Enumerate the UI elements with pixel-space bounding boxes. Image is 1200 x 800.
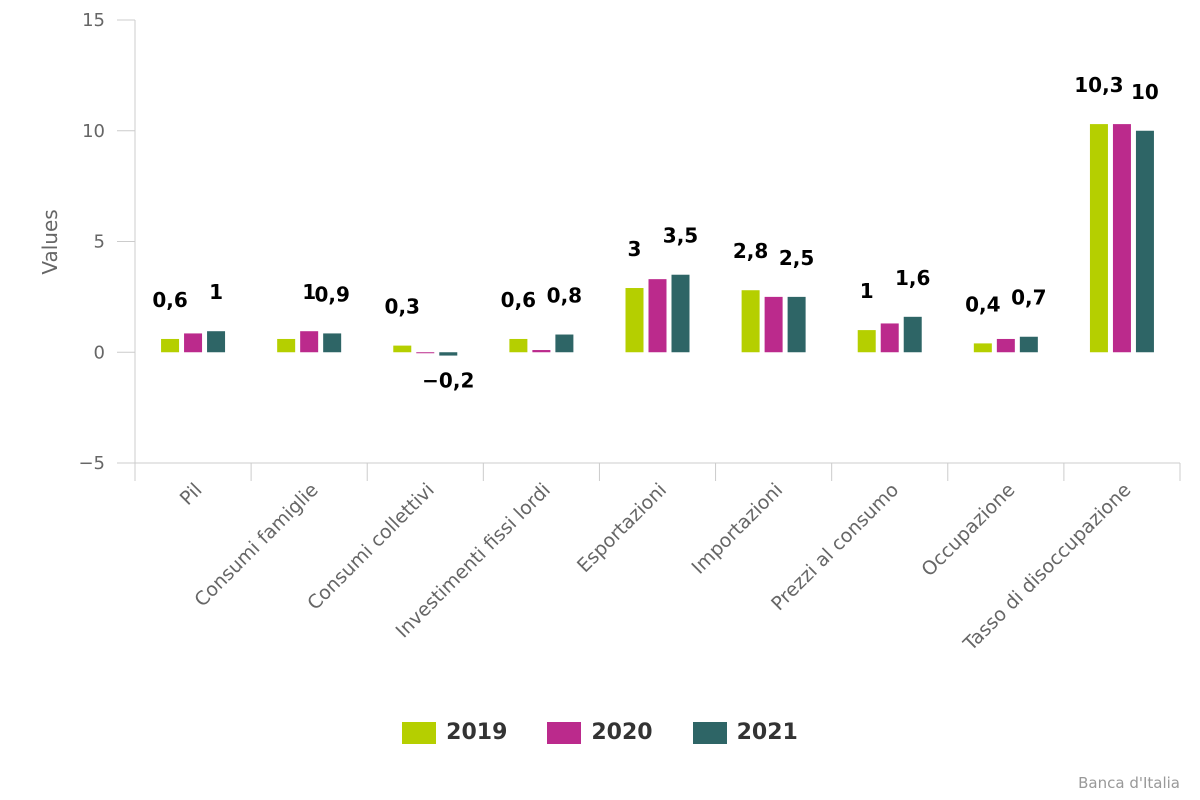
data-label: 0,4 (965, 292, 1000, 316)
bar-2020 (184, 333, 203, 353)
bar-2021 (555, 334, 574, 353)
y-axis-title: Values (38, 209, 62, 274)
x-category-label: Consumi collettivi (303, 479, 439, 615)
bar-2021 (903, 316, 922, 353)
y-axis: −5 0 5 10 15 (78, 10, 136, 474)
data-labels: 0,6 1 10,90,3−0,20,6 0,833,52,8 2,511,60,4 0,… (152, 73, 1159, 392)
x-category-label: Pil (176, 479, 207, 510)
data-label: 3 (628, 237, 642, 261)
bar-2021 (323, 333, 342, 353)
data-label: 0,9 (314, 282, 349, 306)
data-label: 2,5 (779, 246, 814, 270)
legend: 2019 2020 2021 (0, 720, 1200, 745)
bar-2020 (880, 323, 899, 353)
y-tick-label: −5 (78, 453, 105, 474)
y-tick-label: 5 (94, 232, 105, 253)
bar-2021 (207, 331, 226, 353)
data-label: 0,6 (152, 288, 187, 312)
bar-2019 (509, 338, 528, 353)
x-category-label: Esportazioni (573, 479, 671, 577)
data-label: 0,7 (1011, 286, 1046, 310)
bar-2019 (973, 343, 992, 353)
bar-2019 (161, 338, 180, 353)
legend-label-2020: 2020 (591, 720, 653, 745)
data-label: 1 (860, 279, 874, 303)
bar-2020 (1112, 124, 1131, 353)
y-tick-label: 10 (82, 121, 105, 142)
bar-2020 (532, 350, 551, 353)
bar-2019 (741, 290, 760, 353)
bar-2021 (1019, 336, 1038, 353)
legend-item-2021[interactable]: 2021 (692, 720, 798, 745)
bar-2021 (671, 274, 690, 353)
legend-label-2019: 2019 (446, 720, 508, 745)
bar-2019 (393, 345, 412, 353)
legend-item-2020[interactable]: 2020 (547, 720, 653, 745)
data-label: 1,6 (895, 266, 930, 290)
data-label: 1 (302, 280, 316, 304)
bar-2020 (648, 279, 667, 353)
y-tick-label: 15 (82, 10, 105, 31)
bars (161, 124, 1154, 356)
x-category-label: Importazioni (688, 479, 788, 579)
data-label: 3,5 (663, 224, 698, 248)
bar-2020 (996, 338, 1015, 353)
x-category-label: Consumi famiglie (190, 479, 322, 611)
x-category-label: Prezzi al consumo (767, 479, 903, 615)
bar-2019 (1089, 124, 1108, 353)
bar-2019 (625, 288, 644, 353)
data-label: 0,6 (501, 288, 536, 312)
y-tick-label: 0 (94, 342, 105, 363)
data-label: 2,8 (733, 239, 768, 263)
data-label: 0,3 (385, 295, 420, 319)
bar-2021 (439, 352, 458, 356)
data-label: 1 (209, 280, 223, 304)
legend-swatch-2021 (692, 721, 727, 744)
legend-swatch-2019 (402, 721, 437, 744)
bar-2021 (1135, 130, 1154, 353)
data-label: −0,2 (422, 369, 474, 393)
data-label: 10,3 (1074, 73, 1123, 97)
bar-2021 (787, 296, 806, 353)
x-category-label: Occupazione (917, 479, 1019, 581)
bar-2019 (857, 330, 876, 353)
bar-2020 (416, 352, 435, 354)
legend-item-2019[interactable]: 2019 (402, 720, 507, 745)
bar-2020 (300, 331, 319, 353)
credits[interactable]: Banca d'Italia (1078, 774, 1180, 792)
bar-2020 (764, 296, 783, 353)
data-label: 10 (1131, 80, 1159, 104)
data-label: 0,8 (547, 284, 582, 308)
bar-2019 (277, 338, 296, 353)
legend-label-2021: 2021 (736, 720, 798, 745)
legend-swatch-2020 (547, 721, 582, 744)
